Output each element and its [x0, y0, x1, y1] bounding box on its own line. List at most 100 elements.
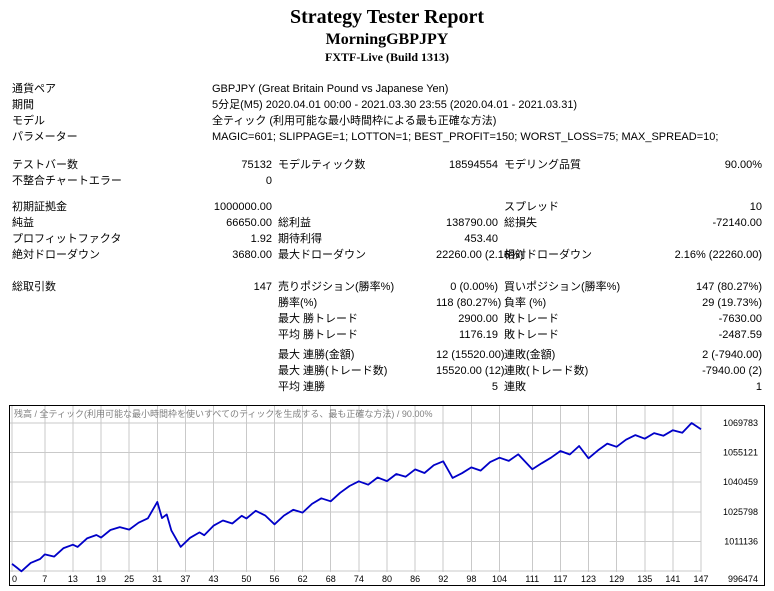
report-value: 5: [491, 381, 498, 393]
report-title: Strategy Tester Report: [289, 6, 485, 28]
x-tick-label: 111: [525, 574, 539, 584]
report-label: 敗トレード: [504, 313, 559, 325]
report-label: 連敗(トレード数): [504, 365, 589, 377]
report-label: 敗トレード: [504, 329, 559, 341]
report-label: [9, 295, 209, 311]
y-tick-label: 1069783: [723, 418, 758, 428]
report-value: 75132: [241, 159, 272, 171]
report-value: [649, 173, 765, 189]
report-value: 138790.00: [446, 217, 498, 229]
report-value: 1.92: [250, 233, 272, 245]
spacer-row: [9, 145, 765, 157]
report-value: 2 (-7940.00): [702, 349, 763, 361]
report-row: モデル 全ティック (利用可能な最小時間枠による最も正確な方法): [9, 113, 765, 129]
y-tick-label: 1055121: [723, 448, 758, 458]
report-value: [649, 231, 765, 247]
report-value: -2487.59: [718, 329, 763, 341]
report-value: 1: [755, 381, 763, 393]
report-value: 66650.00: [226, 217, 272, 229]
x-tick-label: 86: [410, 574, 420, 584]
x-tick-label: 98: [466, 574, 476, 584]
report-label: 不整合チャートエラー: [12, 175, 122, 187]
report-label: 平均 連勝: [278, 381, 326, 393]
report-value: [209, 327, 275, 343]
spacer-row: [9, 189, 765, 199]
report-label: [9, 327, 209, 343]
balance-chart-svg: 0 7 13 19 25 31 37 43 50 56 62 68 74 80 86 92 98 104 111 11…: [10, 406, 758, 584]
report-label: 総損失: [504, 217, 537, 229]
report-value: 29 (19.73%): [702, 297, 763, 309]
report-value: 3680.00: [232, 249, 272, 261]
spacer-row: [9, 263, 765, 279]
report-label: モデル: [12, 115, 45, 127]
server-build: FXTF-Live (Build 1313): [324, 50, 449, 64]
x-tick-label: 80: [382, 574, 392, 584]
report-value: 2.16% (22260.00): [674, 249, 763, 261]
report-label: 平均 勝トレード: [278, 329, 359, 341]
report-value: -7630.00: [718, 313, 763, 325]
report-label: [501, 231, 649, 247]
report-label: 初期証拠金: [12, 201, 67, 213]
report-value: 12 (15520.00): [436, 349, 505, 361]
report-row: テストバー数 75132 モデルティック数 18594554 モデリング品質 90.00%: [9, 157, 765, 173]
chart-caption: 残高 / 全ティック(利用可能な最小時間枠を使いすべてのティックを生成する、最も…: [14, 408, 432, 419]
report-label: パラメーター: [12, 131, 78, 143]
report-label: 総取引数: [12, 281, 56, 293]
report-value: 10: [749, 201, 763, 213]
report-value: 5分足(M5) 2020.04.01 00:00 - 2021.03.30 23…: [212, 99, 578, 111]
report-value: 147: [253, 281, 272, 293]
report-label: テストバー数: [12, 159, 78, 171]
report-label: [9, 363, 209, 379]
report-label: 最大ドローダウン: [278, 249, 366, 261]
report-value: MAGIC=601; SLIPPAGE=1; LOTTON=1; BEST_PR…: [212, 131, 719, 143]
report-row: 総取引数 147 売りポジション(勝率%) 0 (0.00%) 買いポジション(勝率%)…: [9, 279, 765, 295]
report-label: [9, 347, 209, 363]
report-value: 0: [265, 175, 272, 187]
report-value: [433, 173, 501, 189]
report-value: [209, 295, 275, 311]
x-tick-label: 129: [609, 574, 624, 584]
report-value: 453.40: [464, 233, 498, 245]
report-value: [209, 379, 275, 395]
spacer-cell: [9, 189, 765, 199]
x-tick-label: 68: [326, 574, 336, 584]
report-row: 通貨ペア GBPJPY (Great Britain Pound vs Japan…: [9, 81, 765, 97]
spacer-cell: [9, 145, 765, 157]
report-row: 平均 連勝 5 連敗 1: [9, 379, 765, 395]
report-label: [9, 379, 209, 395]
report-row: パラメーター MAGIC=601; SLIPPAGE=1; LOTTON=1; B…: [9, 129, 765, 145]
report-value: 15520.00 (12): [436, 365, 505, 377]
report-value: 90.00%: [724, 159, 763, 171]
report-label: 買いポジション(勝率%): [504, 281, 621, 293]
report-value: 118 (80.27%): [436, 297, 502, 309]
report-label: 純益: [12, 217, 34, 229]
x-tick-label: 7: [42, 574, 47, 584]
report-value: 22260.00 (2.16%): [436, 249, 524, 261]
report-label: 絶対ドローダウン: [12, 249, 100, 261]
report-label: 最大 連勝(金額): [278, 349, 355, 361]
report-label: [9, 311, 209, 327]
y-tick-label: 996474: [728, 574, 758, 584]
report-label: 勝率(%): [278, 297, 318, 309]
x-tick-label: 62: [298, 574, 308, 584]
x-tick-label: 31: [152, 574, 162, 584]
report-label: 相対ドローダウン: [504, 249, 592, 261]
y-tick-label: 1040459: [723, 477, 758, 487]
x-tick-label: 43: [209, 574, 219, 584]
y-tick-label: 1025798: [723, 507, 758, 517]
report-row: 不整合チャートエラー 0: [9, 173, 765, 189]
y-tick-label: 1011136: [724, 536, 758, 546]
report-label: 連敗: [504, 381, 526, 393]
report-value: [433, 199, 501, 215]
report-value: -7940.00 (2): [702, 365, 763, 377]
report-label: 連敗(金額): [504, 349, 556, 361]
report-label: モデリング品質: [504, 159, 581, 171]
report-row: 期間 5分足(M5) 2020.04.01 00:00 - 2021.03.30 …: [9, 97, 765, 113]
x-tick-label: 19: [96, 574, 106, 584]
report-row: プロフィットファクタ 1.92 期待利得 453.40: [9, 231, 765, 247]
x-tick-label: 56: [269, 574, 279, 584]
report-row: 純益 66650.00 総利益 138790.00 総損失 -72140.00: [9, 215, 765, 231]
report-label: 負率 (%): [504, 297, 547, 309]
report-value: [209, 311, 275, 327]
